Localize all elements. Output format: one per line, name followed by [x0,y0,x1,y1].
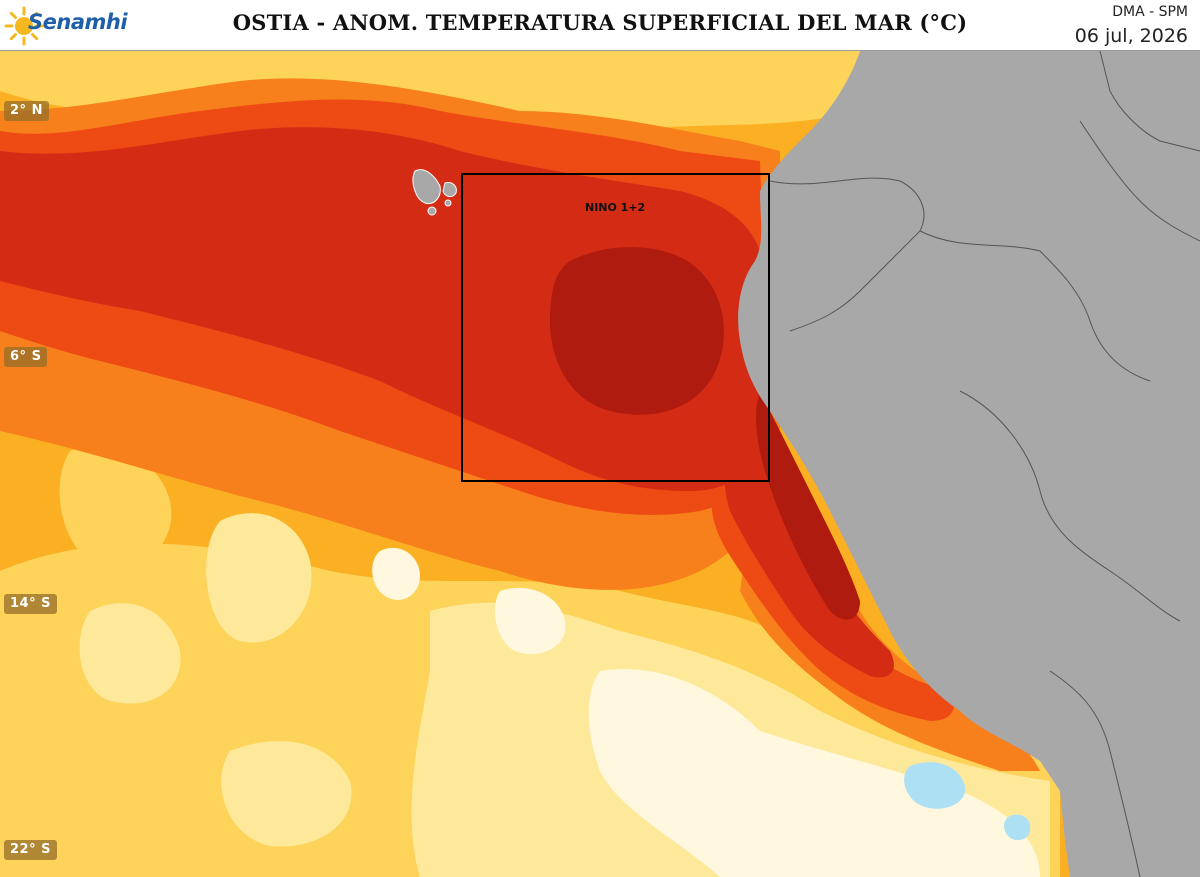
anomaly-extreme-core [550,247,724,415]
anomaly-very-low-patch-3 [221,741,352,847]
lat-label-2n: 2° N [4,101,49,121]
logo-text: Senamhi [28,10,128,34]
anomaly-near-zero-patch-2 [372,547,420,600]
chart-title: OSTIA - ANOM. TEMPERATURA SUPERFICIAL DE… [232,10,968,35]
anomaly-negative-patch [904,762,966,809]
agency-label: DMA - SPM [1112,4,1188,20]
anomaly-near-zero-patch [495,587,566,655]
lat-label-14s: 14° S [4,594,57,614]
sun-icon [4,6,44,46]
country-borders [769,51,1200,877]
anomaly-near-zero-zone [588,669,1040,877]
date-label: 06 jul, 2026 [1074,25,1188,47]
anomaly-negative-patch-2 [1004,814,1031,841]
anomaly-extreme-coastal [755,391,860,620]
senamhi-logo: Senamhi [4,2,128,46]
nino-12-label: NINO 1+2 [585,201,646,214]
anomaly-map: NINO 1+2 2° N 6° S 14° S 22° S [0,51,1200,877]
header-bar: Senamhi OSTIA - ANOM. TEMPERATURA SUPERF… [0,0,1200,51]
anomaly-low-patch-west [59,444,172,568]
lat-label-6s: 6° S [4,347,48,367]
nino-12-region-box [461,173,770,482]
lat-label-22s: 22° S [4,840,57,860]
anomaly-low-north [0,51,860,131]
anomaly-very-low-patch [79,603,181,704]
galapagos-islands [412,169,457,216]
land-south-america [738,51,1200,877]
anomaly-very-low-patch-2 [206,513,312,643]
anomaly-very-high-band [0,127,770,491]
